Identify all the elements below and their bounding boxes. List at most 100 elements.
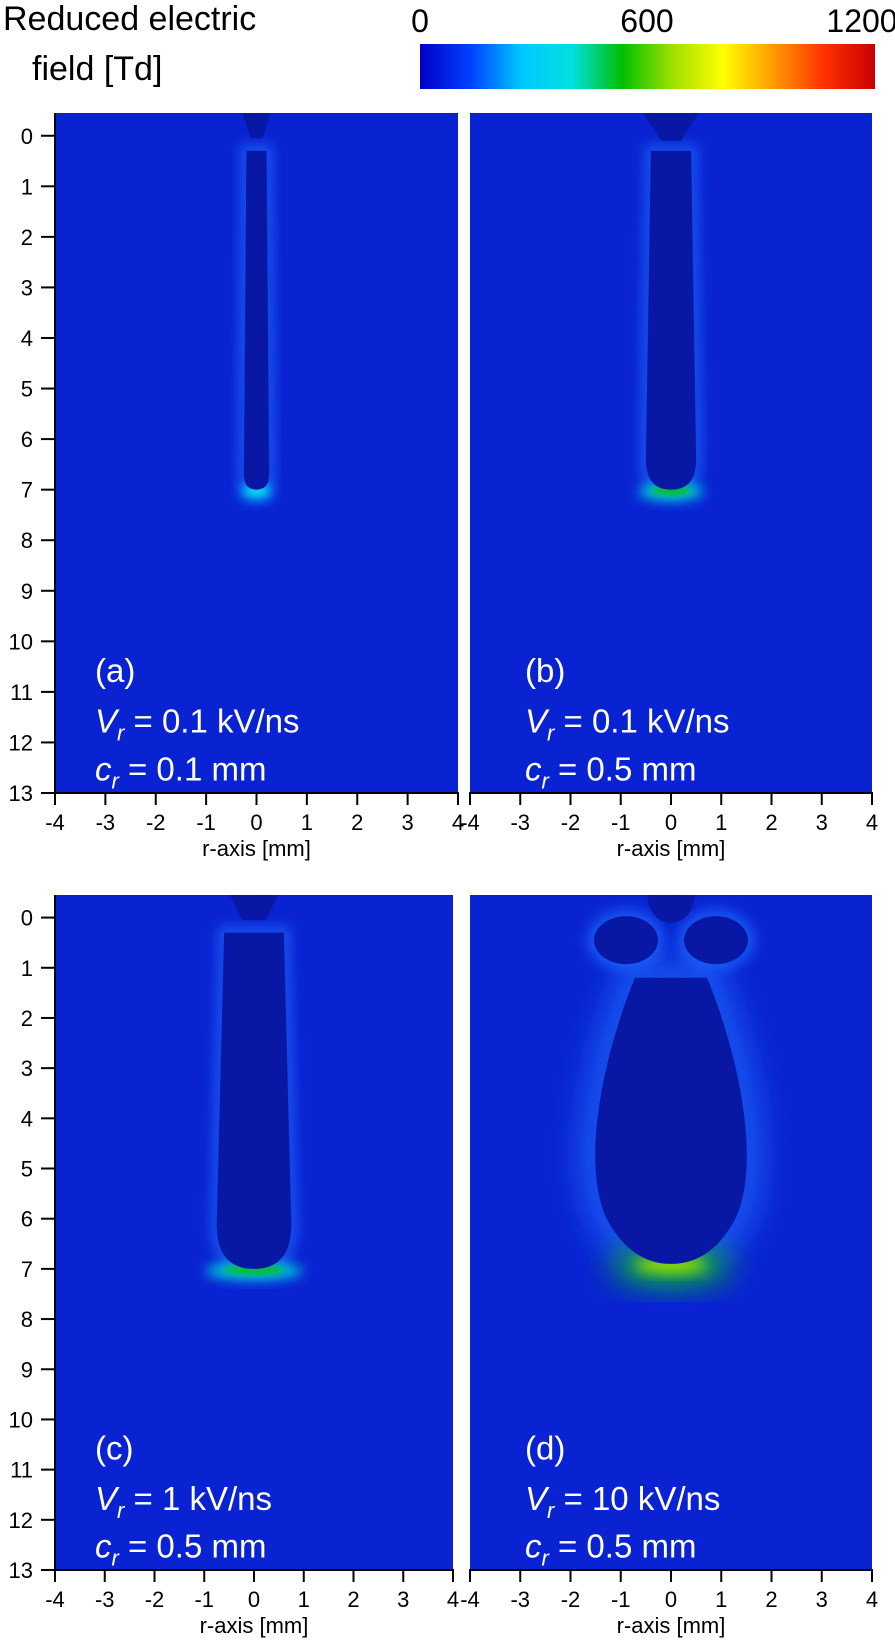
x-tick-label: 1 <box>715 810 727 835</box>
electrode-tip <box>643 113 699 141</box>
panel-label: (c) <box>95 1430 133 1467</box>
cr-annotation: cr = 0.5 mm <box>525 750 696 793</box>
x-tick-label: 0 <box>665 810 677 835</box>
y-tick-label: 12 <box>9 1508 33 1533</box>
x-tick-label: 2 <box>347 1587 359 1612</box>
heatmap-panel-b: -4 -3 -2 -1 0 1 2 3 4 r-axis [mm] (b) Vr = 0.1 kV/n… <box>460 113 878 861</box>
x-tick-label: -4 <box>45 1587 65 1612</box>
panel-label: (a) <box>95 652 135 689</box>
x-axis-label: r-axis [mm] <box>617 1613 726 1638</box>
vr-annotation: Vr = 0.1 kV/ns <box>525 702 730 745</box>
electrode-tip <box>230 895 278 921</box>
y-tick-label: 6 <box>21 427 33 452</box>
x-tick-label: -1 <box>194 1587 214 1612</box>
x-tick-label: -1 <box>611 810 631 835</box>
x-tick-label: -4 <box>460 1587 480 1612</box>
panel-label: (d) <box>525 1430 565 1467</box>
y-tick-label: 6 <box>21 1207 33 1232</box>
x-tick-label: -2 <box>146 810 166 835</box>
streamer-channel <box>243 150 270 490</box>
vr-annotation: Vr = 1 kV/ns <box>95 1480 272 1523</box>
y-tick-label: 0 <box>21 124 33 149</box>
x-tick-label: -2 <box>561 1587 581 1612</box>
colorbar-tick-label: 1200 <box>826 3 895 39</box>
y-tick-label: 5 <box>21 1157 33 1182</box>
y-tick-label: 4 <box>21 1106 33 1131</box>
y-tick-label: 7 <box>21 1257 33 1282</box>
y-tick-label: 8 <box>21 1307 33 1332</box>
x-tick-label: 3 <box>816 1587 828 1612</box>
x-tick-label: -3 <box>95 1587 115 1612</box>
y-tick-label: 2 <box>21 1006 33 1031</box>
y-tick-label: 8 <box>21 528 33 553</box>
y-tick-label: 10 <box>9 629 33 654</box>
colorbar-gradient <box>420 44 875 89</box>
x-tick-label: 0 <box>665 1587 677 1612</box>
heatmap-panel-a: -4 -3 -2 -1 0 1 2 3 4r-axis [mm]0123456789101112… <box>9 113 464 861</box>
x-tick-label: -4 <box>45 810 65 835</box>
y-tick-label: 9 <box>21 579 33 604</box>
y-tick-label: 13 <box>9 1558 33 1583</box>
x-tick-label: 3 <box>816 810 828 835</box>
electrode-lobe <box>684 916 748 965</box>
x-axis-label: r-axis [mm] <box>617 836 726 861</box>
colorbar-title-line-1: Reduced electric <box>3 0 256 38</box>
x-tick-label: 4 <box>866 810 878 835</box>
x-tick-label: 3 <box>397 1587 409 1612</box>
y-tick-label: 3 <box>21 275 33 300</box>
y-tick-label: 1 <box>21 174 33 199</box>
x-tick-label: 3 <box>402 810 414 835</box>
electrode-tip <box>242 113 271 139</box>
x-tick-label: -3 <box>510 1587 530 1612</box>
y-tick-label: 10 <box>9 1407 33 1432</box>
colorbar-legend: Reduced electric field [Td] 0 600 1200 <box>3 0 895 89</box>
electrode-tip <box>647 895 695 923</box>
x-tick-label: 2 <box>351 810 363 835</box>
x-tick-label: 4 <box>447 1587 459 1612</box>
y-tick-label: 13 <box>9 781 33 806</box>
y-tick-label: 4 <box>21 326 33 351</box>
x-tick-label: 0 <box>248 1587 260 1612</box>
x-tick-label: -3 <box>96 810 116 835</box>
x-tick-label: 2 <box>765 1587 777 1612</box>
y-tick-label: 0 <box>21 906 33 931</box>
y-tick-label: 2 <box>21 225 33 250</box>
cr-annotation: cr = 0.1 mm <box>95 750 266 793</box>
y-tick-label: 5 <box>21 377 33 402</box>
y-tick-label: 9 <box>21 1357 33 1382</box>
colorbar-tick-label: 0 <box>411 3 429 39</box>
x-tick-label: -1 <box>611 1587 631 1612</box>
y-tick-label: 12 <box>9 730 33 755</box>
vr-annotation: Vr = 10 kV/ns <box>525 1480 720 1523</box>
y-tick-label: 11 <box>10 680 33 705</box>
streamer-channel <box>595 977 747 1264</box>
electrode-lobe <box>594 916 658 965</box>
y-tick-label: 11 <box>10 1458 33 1483</box>
streamer-channel <box>216 932 292 1269</box>
colorbar-title-line-2: field [Td] <box>32 50 162 88</box>
x-tick-label: 1 <box>301 810 313 835</box>
y-tick-label: 1 <box>21 956 33 981</box>
x-tick-label: 4 <box>452 810 464 835</box>
y-tick-label: 3 <box>21 1056 33 1081</box>
heatmap-panel-d: -4 -3 -2 -1 0 1 2 3 4 r-axis [mm] (d) Vr = 10 kV/ns… <box>460 895 878 1638</box>
x-tick-label: 1 <box>715 1587 727 1612</box>
x-axis-label: r-axis [mm] <box>200 1613 309 1638</box>
x-tick-label: 1 <box>298 1587 310 1612</box>
tip-peak <box>224 1265 284 1274</box>
x-tick-label: -1 <box>196 810 216 835</box>
x-tick-label: 2 <box>765 810 777 835</box>
vr-annotation: Vr = 0.1 kV/ns <box>95 702 300 745</box>
tip-peak <box>650 486 692 495</box>
cr-annotation: cr = 0.5 mm <box>525 1527 696 1570</box>
x-tick-label: -4 <box>460 810 480 835</box>
heatmap-panel-c: -4 -3 -2 -1 0 1 2 3 4r-axis [mm]0123456789101112… <box>9 895 459 1638</box>
panel-label: (b) <box>525 652 565 689</box>
colorbar-tick-label: 600 <box>620 3 673 39</box>
cr-annotation: cr = 0.5 mm <box>95 1527 266 1570</box>
x-tick-label: -2 <box>561 810 581 835</box>
x-tick-label: -3 <box>510 810 530 835</box>
heatmap-panels: -4 -3 -2 -1 0 1 2 3 4r-axis [mm]0123456789101112… <box>9 113 878 1638</box>
x-tick-label: 0 <box>250 810 262 835</box>
